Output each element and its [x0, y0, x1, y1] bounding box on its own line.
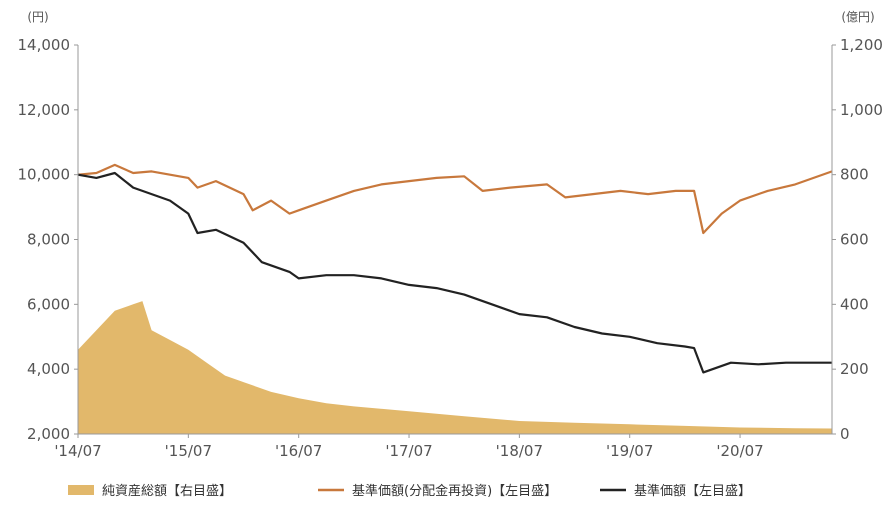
left-tick-label: 2,000 [27, 425, 70, 443]
x-tick-label: '14/07 [54, 442, 101, 460]
x-tick-label: '18/07 [496, 442, 543, 460]
right-tick-label: 800 [840, 166, 869, 184]
x-tick-label: '19/07 [606, 442, 653, 460]
right-tick-label: 1,200 [840, 36, 883, 54]
x-tick-label: '17/07 [385, 442, 432, 460]
legend-label: 基準価額【左目盛】 [634, 483, 751, 499]
right-tick-label: 200 [840, 360, 869, 378]
legend-label: 基準価額(分配金再投資)【左目盛】 [352, 483, 557, 499]
legend-swatch-area [68, 485, 94, 495]
left-tick-label: 10,000 [18, 166, 71, 184]
x-tick-label: '16/07 [275, 442, 322, 460]
left-tick-label: 12,000 [18, 101, 71, 119]
left-tick-label: 6,000 [27, 295, 70, 313]
x-tick-label: '20/07 [716, 442, 763, 460]
right-tick-label: 600 [840, 231, 869, 249]
series-line-nav-reinvested [77, 163, 833, 235]
right-tick-label: 1,000 [840, 101, 883, 119]
series-line-nav [77, 171, 832, 374]
series-area-net-assets [78, 301, 832, 434]
left-tick-label: 8,000 [27, 231, 70, 249]
left-axis-unit: (円) [27, 10, 48, 24]
right-tick-label: 400 [840, 295, 869, 313]
left-tick-label: 4,000 [27, 360, 70, 378]
right-tick-label: 0 [840, 425, 850, 443]
legend-label: 純資産総額【右目盛】 [102, 483, 232, 499]
x-tick-label: '15/07 [165, 442, 212, 460]
right-axis-unit: (億円) [841, 10, 874, 24]
left-tick-label: 14,000 [18, 36, 71, 54]
